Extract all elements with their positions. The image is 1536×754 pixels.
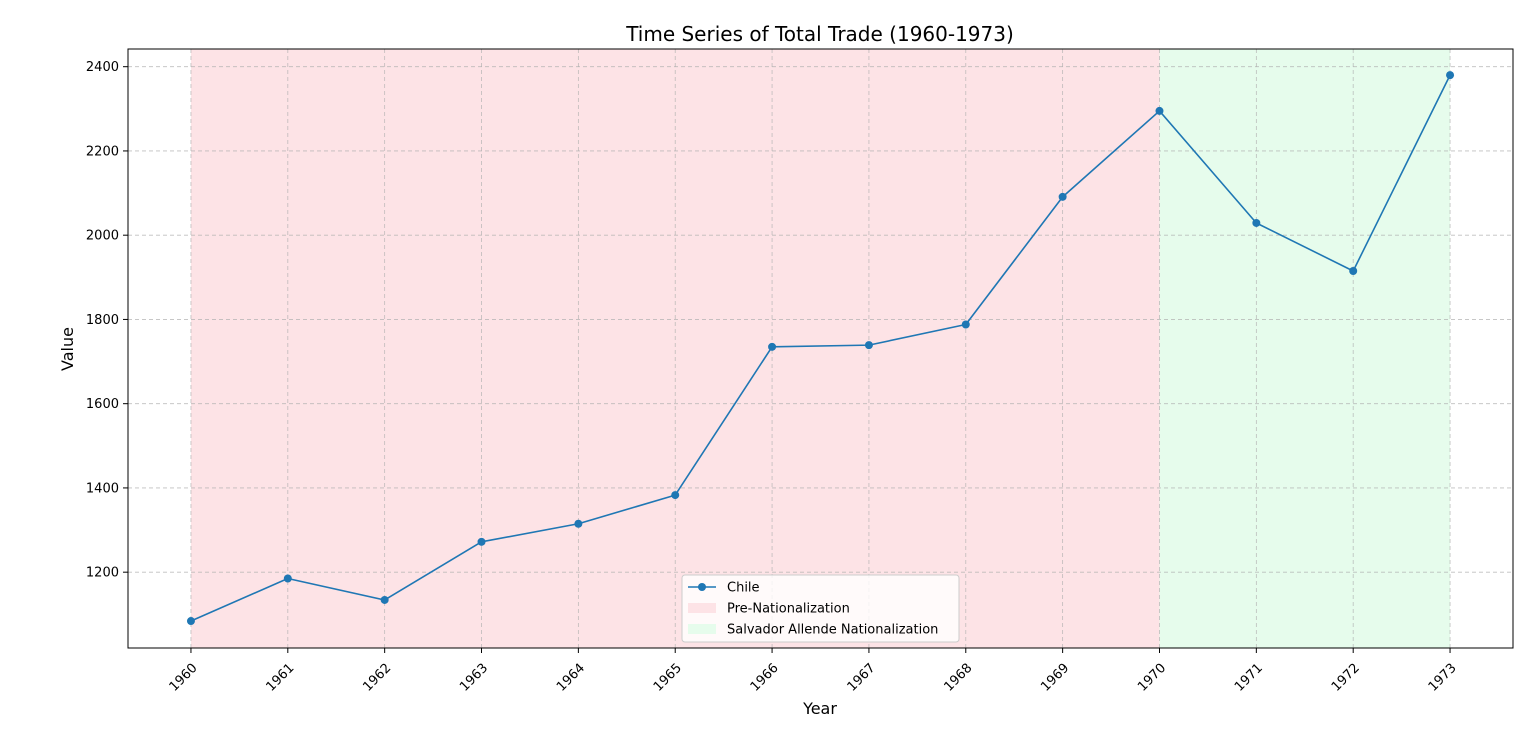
shaded-regions	[190, 49, 1451, 648]
shaded-region-1	[190, 49, 1160, 648]
y-axis: 1200 1400 1600 1800 2000 2200 2400	[86, 60, 128, 581]
data-point-1963	[477, 537, 486, 546]
grid-lines	[128, 49, 1513, 648]
data-point-1969	[1058, 192, 1067, 201]
y-tick-label: 1400	[86, 481, 119, 496]
shaded-region-2	[1159, 49, 1451, 648]
chart-title: Time Series of Total Trade (1960-1973)	[625, 22, 1014, 46]
legend-label-series: Chile	[727, 581, 760, 596]
y-tick-label: 1200	[86, 566, 119, 581]
data-point-1964	[574, 519, 583, 528]
data-point-1960	[186, 617, 195, 626]
y-tick-label: 2200	[86, 144, 119, 159]
y-axis-label: Value	[58, 327, 77, 371]
data-point-1970	[1155, 106, 1164, 115]
legend-region-swatch-1	[688, 603, 716, 613]
data-point-1966	[768, 342, 777, 351]
plot-frame	[127, 48, 1514, 649]
data-point-1968	[961, 320, 970, 329]
x-axis-label: Year	[802, 699, 837, 718]
y-tick-label: 1600	[86, 397, 119, 412]
data-point-1965	[671, 491, 680, 500]
data-point-1972	[1349, 266, 1358, 275]
legend-label-region-1: Pre-Nationalization	[727, 602, 850, 617]
legend-label-region-2: Salvador Allende Nationalization	[727, 623, 938, 638]
data-point-1973	[1446, 71, 1455, 80]
data-point-1967	[864, 341, 873, 350]
y-tick-label: 1800	[86, 313, 119, 328]
data-point-1971	[1252, 218, 1261, 227]
legend: Chile Pre-Nationalization Salvador Allende…	[681, 574, 960, 643]
y-tick-label: 2400	[86, 60, 119, 75]
y-tick-label: 2000	[86, 229, 119, 244]
data-point-1962	[380, 595, 389, 604]
series-line-1	[190, 74, 1451, 622]
series-layer	[186, 71, 1455, 626]
legend-region-swatch-2	[688, 624, 716, 634]
legend-marker-swatch	[698, 583, 706, 591]
legend-box	[681, 574, 960, 643]
data-point-1961	[283, 574, 292, 583]
